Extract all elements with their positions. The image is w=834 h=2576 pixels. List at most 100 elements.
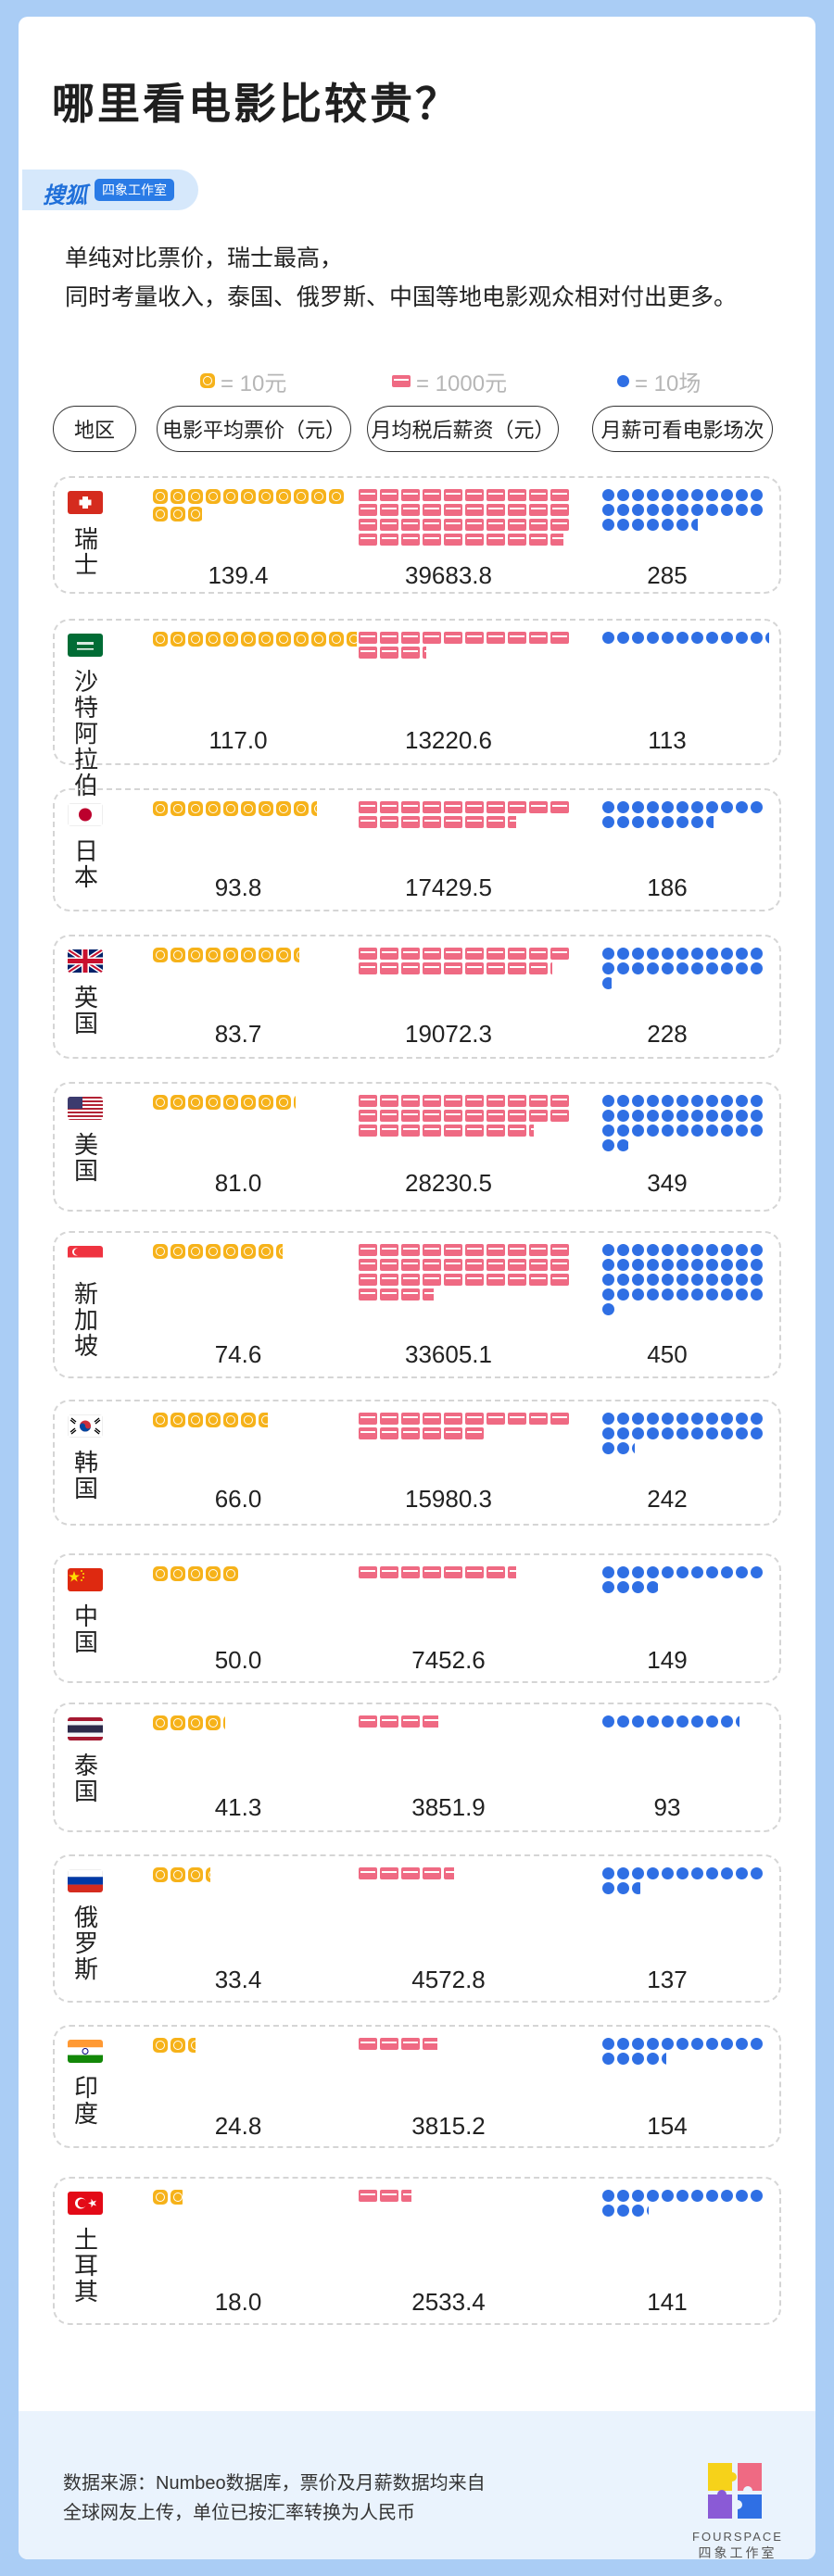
country-row: 印度 24.8 3815.2 154 — [53, 2025, 781, 2148]
screening-dot-icon — [647, 1413, 659, 1425]
screening-dot-icon — [647, 489, 659, 501]
ticket-coin-icon — [241, 632, 256, 647]
ticket-coin-icon — [206, 801, 221, 816]
ticket-coin-icon — [294, 632, 309, 647]
salary-bill-icon — [401, 1095, 420, 1107]
screening-dot-icon — [736, 1244, 748, 1256]
salary-bill-icon — [444, 948, 462, 960]
salary-bill-icon — [423, 2038, 437, 2050]
salary-bill-icon — [529, 962, 548, 974]
salary-bill-icon — [465, 1110, 484, 1122]
ticket-coin-icon — [153, 2038, 168, 2053]
salary-bill-icon — [508, 519, 526, 531]
screening-dot-icon — [617, 2053, 629, 2065]
ticket-coin-icon — [241, 1244, 256, 1259]
salary-bill-icon — [529, 1244, 548, 1256]
ticket-coin-icon — [153, 1413, 168, 1427]
screening-dot-icon — [706, 1095, 718, 1107]
screening-dot-icon — [751, 489, 763, 501]
salary-bill-icon — [465, 1274, 484, 1286]
salary-bill-icon — [401, 1427, 420, 1439]
screening-dot-icon — [602, 2038, 614, 2050]
screening-dot-icon — [632, 2205, 644, 2217]
count-value: 228 — [647, 1020, 688, 1048]
salary-bill-icon — [550, 1413, 569, 1425]
screening-dot-icon — [676, 1715, 689, 1728]
screening-dot-icon — [602, 519, 614, 531]
screening-dot-icon — [632, 1867, 644, 1879]
salary-bill-icon — [486, 1125, 505, 1137]
ticket-coin-icon — [153, 1867, 168, 1882]
screening-dot-icon — [662, 948, 674, 960]
screening-dot-icon — [676, 948, 689, 960]
ticket-coin-icon — [171, 1244, 185, 1259]
ticket-coin-icon — [259, 632, 273, 647]
ticket-coin-icon — [259, 489, 273, 504]
screening-dot-icon — [676, 1274, 689, 1286]
salary-bill-icon — [359, 1288, 377, 1301]
ticket-coin-icon — [188, 948, 203, 962]
screening-dot-icon — [736, 1566, 748, 1578]
ticket-coin-icon — [276, 801, 291, 816]
salary-bill-icon — [401, 1715, 420, 1728]
salary-value: 33605.1 — [405, 1340, 492, 1368]
count-pictogram — [602, 632, 769, 644]
screening-dot-icon — [602, 1125, 614, 1137]
price-pictogram — [153, 2038, 359, 2053]
salary-bill-icon — [465, 1125, 484, 1137]
salary-bill-icon — [359, 632, 377, 644]
salary-value: 4572.8 — [411, 1966, 486, 1993]
screening-dot-icon — [751, 1125, 763, 1137]
screening-dot-icon — [632, 1715, 644, 1728]
count-value: 242 — [647, 1485, 688, 1513]
switzerland-flag-icon — [68, 491, 103, 514]
salary-bill-icon — [465, 1259, 484, 1271]
salary-bill-icon — [550, 489, 569, 501]
legend-dot-label: = 10场 — [635, 371, 701, 396]
screening-dot-icon — [662, 1288, 674, 1301]
ticket-coin-icon — [329, 489, 344, 504]
salary-bill-icon — [380, 1867, 398, 1879]
ticket-coin-icon — [241, 1413, 256, 1427]
count-pictogram — [602, 948, 769, 989]
japan-flag-icon — [68, 803, 103, 826]
salary-bill-icon — [529, 489, 548, 501]
salary-bill-icon — [444, 1095, 462, 1107]
count-pictogram — [602, 1413, 769, 1454]
ticket-coin-icon — [171, 1566, 185, 1581]
screening-dot-icon — [617, 1442, 629, 1454]
country-name: 韩国 — [73, 1449, 98, 1502]
country-row: 泰国 41.3 3851.9 93 — [53, 1703, 781, 1832]
screening-dot-icon — [706, 948, 718, 960]
screening-dot-icon — [632, 2190, 644, 2202]
screening-dot-icon — [721, 1125, 733, 1137]
screening-dot-icon — [691, 1095, 703, 1107]
country-row: 俄罗斯 33.4 4572.8 137 — [53, 1854, 781, 2003]
salary-bill-icon — [465, 948, 484, 960]
salary-bill-icon — [401, 1259, 420, 1271]
screening-dot-icon — [662, 1867, 674, 1879]
ticket-coin-icon — [153, 1566, 168, 1581]
screening-dot-icon — [751, 1274, 763, 1286]
ticket-coin-icon — [276, 948, 291, 962]
salary-bill-icon — [486, 948, 505, 960]
brand-badge: 搜狐 四象工作室 — [22, 170, 198, 210]
screening-dot-icon — [691, 1244, 703, 1256]
salary-bill-icon — [380, 816, 398, 828]
price-pictogram — [153, 489, 359, 521]
screening-dot-icon — [647, 1867, 659, 1879]
fourspace-logo: FOURSPACE 四象工作室 — [691, 2459, 781, 2559]
salary-pictogram — [359, 2038, 572, 2050]
screening-dot-icon — [662, 801, 674, 813]
salary-bill-icon — [380, 489, 398, 501]
salary-bill-icon — [550, 1095, 569, 1107]
screening-dot-icon — [632, 1442, 635, 1454]
price-value: 66.0 — [214, 1485, 262, 1513]
salary-bill-icon — [550, 1244, 569, 1256]
ticket-coin-icon — [276, 1095, 291, 1110]
uk-flag-icon — [68, 949, 103, 973]
price-value: 74.6 — [214, 1340, 262, 1368]
legend-dot: = 10场 — [617, 367, 701, 396]
screening-dot-icon — [721, 1566, 733, 1578]
salary-bill-icon — [529, 948, 548, 960]
